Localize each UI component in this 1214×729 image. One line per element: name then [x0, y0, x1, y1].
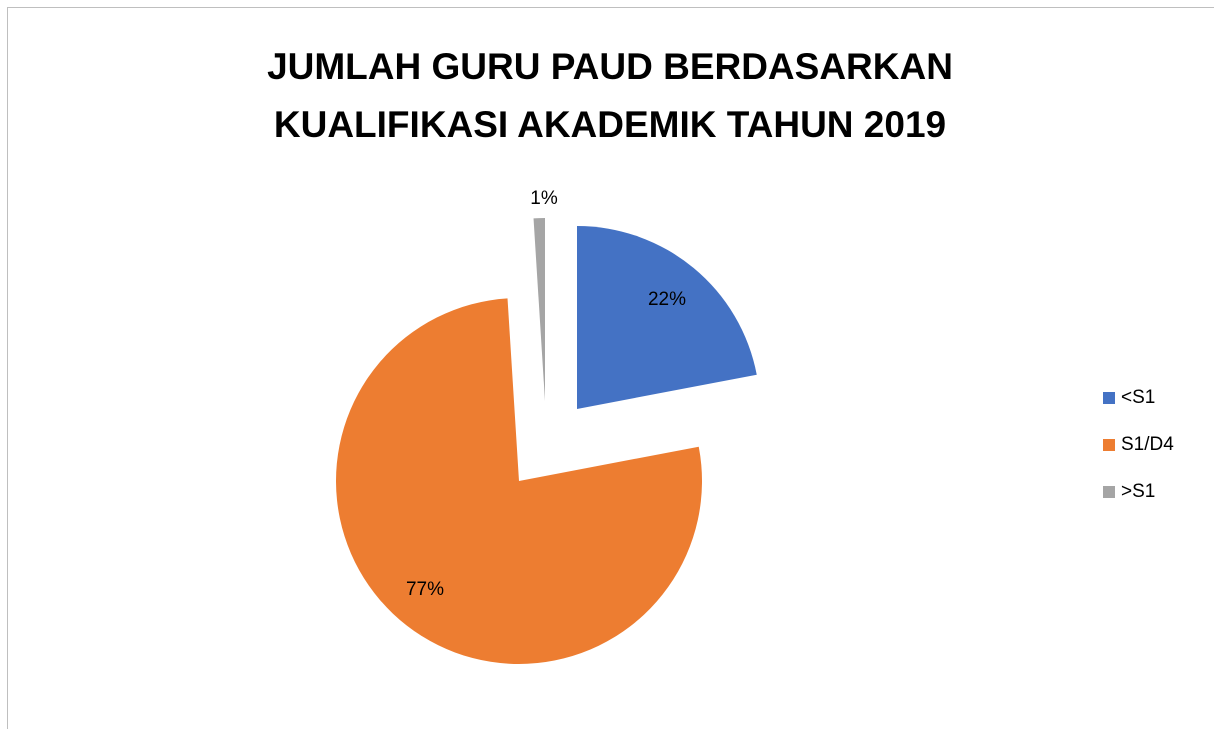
- pie-slice: [533, 218, 545, 401]
- data-label: 22%: [648, 289, 686, 310]
- legend-swatch: [1103, 486, 1115, 498]
- legend-label: S1/D4: [1121, 434, 1174, 455]
- chart-title: JUMLAH GURU PAUD BERDASARKAN KUALIFIKASI…: [267, 46, 953, 145]
- legend-label: <S1: [1121, 387, 1155, 408]
- pie-slice: [335, 298, 702, 665]
- chart-frame: [7, 7, 1214, 729]
- legend-swatch: [1103, 439, 1115, 451]
- legend-swatch: [1103, 392, 1115, 404]
- pie-slice: [577, 226, 757, 409]
- legend-label: >S1: [1121, 481, 1155, 502]
- data-label: 77%: [406, 579, 444, 600]
- data-label: 1%: [530, 188, 558, 209]
